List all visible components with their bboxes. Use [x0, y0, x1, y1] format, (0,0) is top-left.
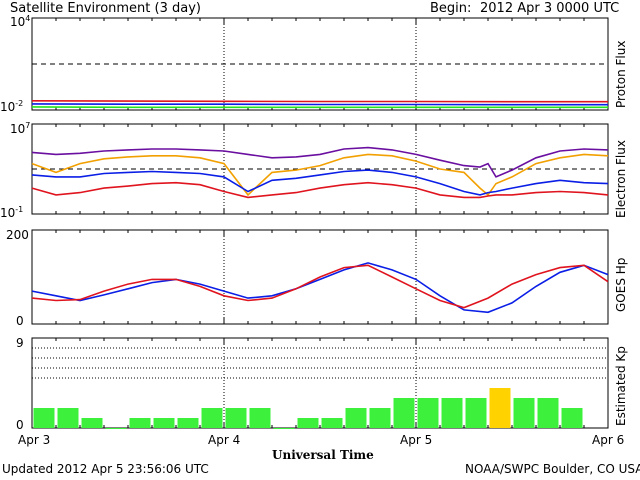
proton-series-red [31, 100, 608, 103]
proton-ytick-top: 104 [10, 14, 31, 30]
proton-series-blue [31, 103, 608, 106]
hp-ytick-top: 200 [6, 228, 29, 242]
xtick-apr4: Apr 4 [208, 433, 241, 447]
plot-title: Satellite Environment (3 day) [10, 1, 201, 16]
xtick-apr3: Apr 3 [18, 433, 51, 447]
begin-label: Begin: [430, 1, 472, 16]
xtick-apr6: Apr 6 [592, 433, 625, 447]
kp-bar [513, 398, 535, 428]
proton-ytick-bottom: 10-2 [0, 99, 24, 115]
kp-bar [561, 408, 583, 428]
kp-bar [105, 428, 127, 429]
kp-bar [249, 408, 271, 428]
kp-bar [345, 408, 367, 428]
kp-bar [33, 408, 55, 428]
kp-ytick-bottom: 0 [16, 418, 24, 432]
kp-bar [417, 398, 439, 428]
kp-bar [489, 388, 511, 428]
updated-timestamp: Updated 2012 Apr 5 23:56:06 UTC [2, 462, 209, 476]
kp-bar [441, 398, 463, 428]
electron-series-red [31, 181, 609, 199]
kp-bar [321, 418, 343, 428]
kp-ylabel: Estimated Kp [614, 346, 628, 426]
kp-bar [201, 408, 223, 428]
begin-value: 2012 Apr 3 0000 UTC [480, 1, 620, 16]
kp-bar [465, 398, 487, 428]
x-axis-title: Universal Time [272, 448, 374, 462]
kp-bar [81, 418, 103, 428]
electron-series-purple [31, 146, 609, 178]
xtick-apr5: Apr 5 [400, 433, 433, 447]
electron-series-blue [31, 169, 609, 196]
kp-bar [393, 398, 415, 428]
credit: NOAA/SWPC Boulder, CO USA [465, 462, 640, 476]
hp-ylabel: GOES Hp [614, 257, 628, 312]
kp-bar [297, 418, 319, 428]
electron-ylabel: Electron Flux [614, 140, 628, 218]
kp-bar [129, 418, 151, 428]
electron-ytick-bottom: 10-1 [0, 205, 24, 221]
proton-ylabel: Proton Flux [614, 40, 628, 108]
kp-bar [225, 408, 247, 428]
kp-ytick-top: 9 [16, 336, 24, 350]
hp-ytick-bottom: 0 [16, 314, 24, 328]
kp-bar [369, 408, 391, 428]
kp-bar [537, 398, 559, 428]
electron-ytick-top: 107 [10, 121, 31, 137]
goes_hp-series-red [31, 264, 609, 309]
kp-bar [273, 428, 295, 429]
goes_hp-series-blue [31, 262, 609, 314]
kp-bar [177, 418, 199, 428]
kp-bar [57, 408, 79, 428]
kp-bar [153, 418, 175, 428]
electron-series-orange [31, 153, 609, 197]
